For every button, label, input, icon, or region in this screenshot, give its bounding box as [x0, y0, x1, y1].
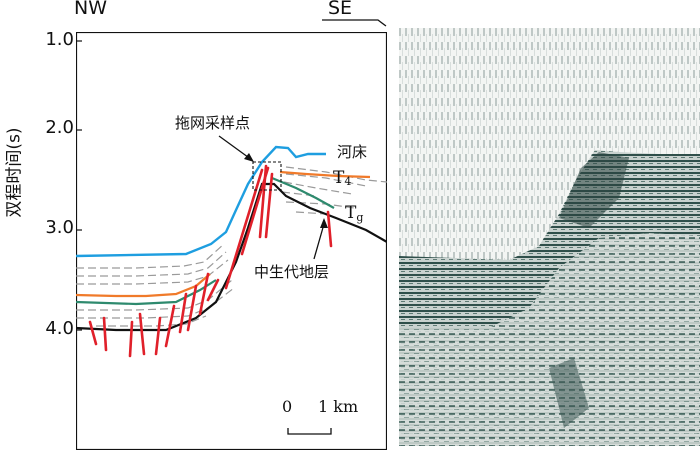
t4-horizon [76, 273, 211, 298]
riverbed-label: 河床 [337, 143, 368, 161]
sampling-point-label: 拖网采样点 [175, 114, 251, 132]
y-tick: 4.0 [45, 318, 74, 339]
direction-se: SE [328, 0, 353, 19]
y-axis-label: 双程时间(s) [4, 127, 25, 218]
arrowhead [320, 218, 328, 228]
deep-reflectors [399, 233, 700, 446]
tg-letter: T [345, 203, 357, 223]
scale-end: 1 km [318, 397, 359, 416]
dark-zone [549, 358, 589, 428]
tg-label: Tg [345, 203, 363, 224]
mesozoic-label: 中生代地层 [254, 263, 330, 281]
y-tick: 3.0 [45, 217, 74, 238]
faults [88, 164, 333, 358]
t4-horizon-east [279, 170, 371, 179]
sampling-box [252, 161, 282, 191]
y-tick: 2.0 [45, 117, 74, 138]
dark-dome [559, 152, 629, 228]
t4-label: T4 [333, 168, 351, 188]
scale-start: 0 [282, 397, 293, 416]
interpretation-panel [76, 32, 387, 450]
y-tick: 1.0 [45, 29, 74, 50]
tg-subscript: g [356, 211, 364, 224]
seismic-section [399, 28, 700, 446]
mesozoic-horizon [76, 182, 387, 332]
arrowhead [244, 153, 254, 162]
tick-marks [76, 40, 82, 331]
tg-horizon-east [271, 176, 335, 209]
se-arrow [322, 19, 387, 27]
direction-nw: NW [74, 0, 107, 19]
scale-bar [287, 428, 332, 435]
panel-frame [76, 32, 387, 450]
t4-letter: T [333, 168, 345, 188]
riverbed-horizon [76, 145, 326, 258]
internal-reflectors [76, 166, 387, 327]
t4-subscript: 4 [344, 175, 352, 188]
